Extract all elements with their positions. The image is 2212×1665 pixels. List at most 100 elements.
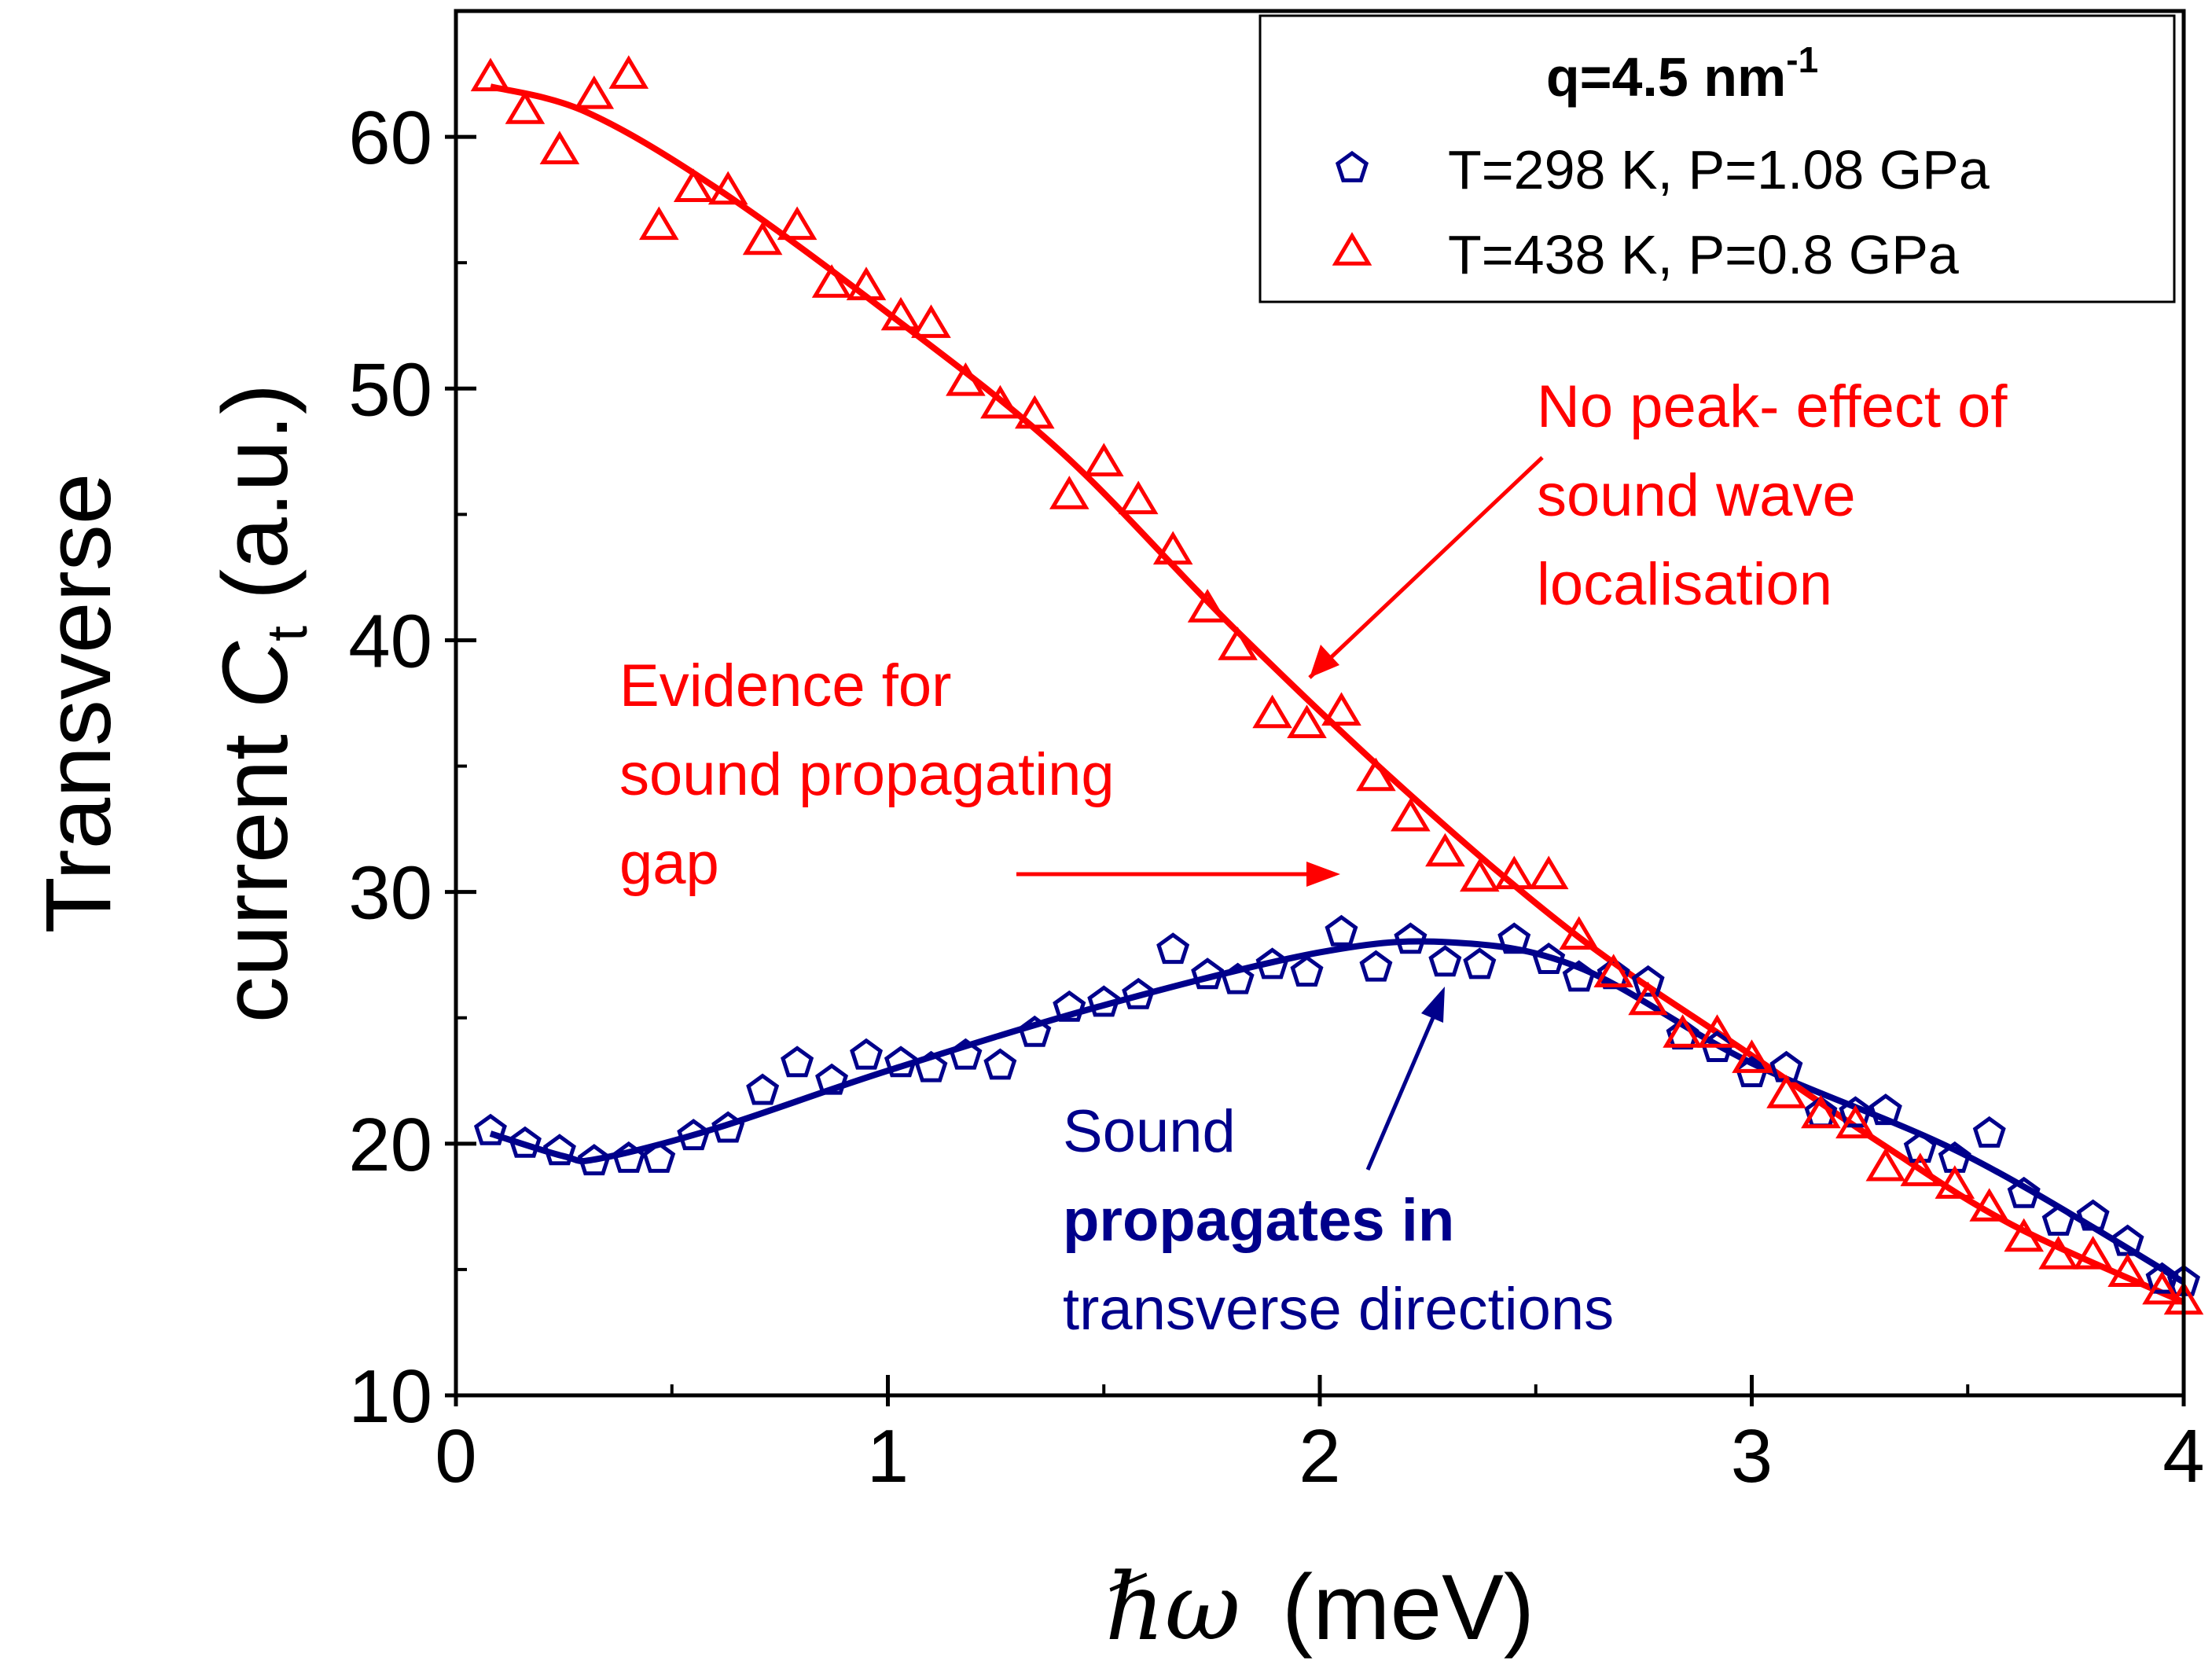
data-point-blue — [711, 1111, 745, 1143]
y-axis-units: (a.u.) — [204, 384, 307, 626]
data-point-blue — [1255, 947, 1289, 980]
data-point-red — [1187, 589, 1228, 623]
data-point-blue — [949, 1038, 983, 1070]
data-point-red — [1628, 981, 1668, 1016]
data-point-red — [470, 57, 511, 92]
data-point-red — [1697, 1014, 1737, 1048]
data-point-blue — [746, 1073, 780, 1105]
data-point-red — [1935, 1165, 1975, 1199]
x-tick-label: 1 — [867, 1414, 909, 1498]
data-point-red — [846, 266, 887, 300]
data-point-blue — [1463, 947, 1497, 980]
legend-title-main: q=4.5 nm — [1546, 46, 1786, 108]
annotation-sound: Sound propagates in transverse direction… — [1063, 1098, 1614, 1343]
data-point-blue — [1868, 1093, 1902, 1126]
data-point-red — [1593, 954, 1633, 987]
legend-box — [1258, 14, 2176, 303]
annotation-sound-line1: Sound — [1063, 1098, 1236, 1165]
data-point-red — [911, 304, 951, 338]
data-point-red — [880, 296, 921, 331]
y-axis-title-prefix: current — [204, 708, 307, 1023]
data-point-red — [2004, 1218, 2044, 1252]
x-tick-label: 4 — [2162, 1414, 2204, 1498]
x-tick-label: 3 — [1731, 1414, 1773, 1498]
data-point-blue — [914, 1050, 948, 1082]
y-tick-label: 40 — [348, 599, 432, 683]
data-point-red — [673, 168, 714, 202]
data-point-red — [1252, 694, 1292, 729]
data-point-blue — [2007, 1176, 2041, 1208]
data-point-blue — [2041, 1204, 2075, 1236]
data-point-red — [1460, 858, 1500, 892]
data-point-blue — [577, 1144, 611, 1176]
annotation-no-peak-line2: sound wave — [1537, 462, 1856, 529]
y-axis-subscript: t — [256, 626, 319, 641]
annotation-evidence-arrowhead — [1306, 862, 1340, 887]
data-point-red — [1287, 704, 1327, 738]
data-point-red — [707, 171, 748, 205]
data-point-red — [1663, 1014, 1703, 1048]
data-point-red — [505, 90, 546, 124]
data-point-red — [608, 55, 649, 89]
data-point-blue — [884, 1046, 918, 1078]
data-point-red — [980, 384, 1020, 419]
data-point-red — [574, 75, 615, 109]
data-point-blue — [1290, 955, 1324, 987]
data-point-red — [2073, 1236, 2113, 1270]
annotation-no-peak-arrowhead — [1310, 645, 1339, 678]
data-point-red — [811, 264, 852, 298]
legend-title-sup: -1 — [1786, 39, 1818, 80]
annotation-no-peak: No peak- effect of sound wave localisati… — [1537, 373, 2024, 618]
data-point-blue — [1359, 950, 1393, 982]
data-point-blue — [1532, 943, 1566, 974]
data-point-red — [1356, 757, 1396, 792]
y-tick-label: 20 — [348, 1103, 432, 1187]
data-point-red — [2142, 1270, 2182, 1305]
data-point-blue — [1053, 990, 1086, 1022]
data-point-red — [1391, 797, 1431, 832]
y-tick-label: 50 — [348, 347, 432, 432]
data-point-red — [1732, 1039, 1772, 1073]
data-point-blue — [508, 1126, 542, 1158]
legend: q=4.5 nm-1 T=298 K, P=1.08 GPa T=438 K, … — [1258, 14, 2176, 303]
data-point-red — [1559, 916, 1599, 950]
data-point-blue — [781, 1046, 814, 1078]
data-point-blue — [1394, 922, 1428, 954]
data-point-red — [1900, 1152, 1941, 1186]
fit-curve-blue — [489, 938, 2186, 1285]
data-point-blue — [1156, 932, 1190, 965]
legend-symbol-blue — [1335, 150, 1369, 182]
data-point-blue — [1087, 985, 1121, 1017]
annotation-no-peak-line3: localisation — [1537, 551, 1832, 618]
data-point-red — [639, 206, 679, 241]
annotation-no-peak-arrow — [1308, 456, 1544, 679]
y-tick-label: 60 — [348, 96, 432, 180]
data-point-blue — [1903, 1131, 1937, 1163]
x-axis-symbol: ℏω — [1105, 1553, 1240, 1661]
data-point-red — [1801, 1094, 1841, 1129]
data-point-blue — [1325, 914, 1358, 946]
data-point-blue — [677, 1119, 711, 1151]
data-point-red — [1049, 476, 1089, 509]
data-point-red — [2038, 1236, 2078, 1270]
data-point-blue — [1122, 977, 1156, 1009]
data-point-red — [2107, 1253, 2148, 1287]
data-point-blue — [1972, 1116, 2006, 1148]
data-point-blue — [1428, 945, 1462, 977]
data-point-red — [1218, 627, 1258, 660]
annotation-evidence-line2: sound propagating — [619, 741, 1115, 808]
data-point-blue — [2076, 1199, 2110, 1231]
data-point-red — [1865, 1147, 1906, 1182]
data-point-blue — [642, 1141, 676, 1173]
y-axis-title-line2: current Ct (a.u.) — [204, 384, 319, 1023]
annotation-sound-line3: transverse directions — [1063, 1276, 1614, 1343]
data-point-red — [777, 206, 818, 241]
data-point-red — [1969, 1188, 2009, 1222]
data-point-blue — [1221, 962, 1255, 994]
y-axis-symbol: C — [204, 641, 307, 708]
data-point-blue — [1497, 922, 1531, 954]
x-tick-label: 2 — [1299, 1414, 1340, 1498]
data-point-blue — [1562, 960, 1596, 992]
data-point-blue — [612, 1141, 645, 1173]
